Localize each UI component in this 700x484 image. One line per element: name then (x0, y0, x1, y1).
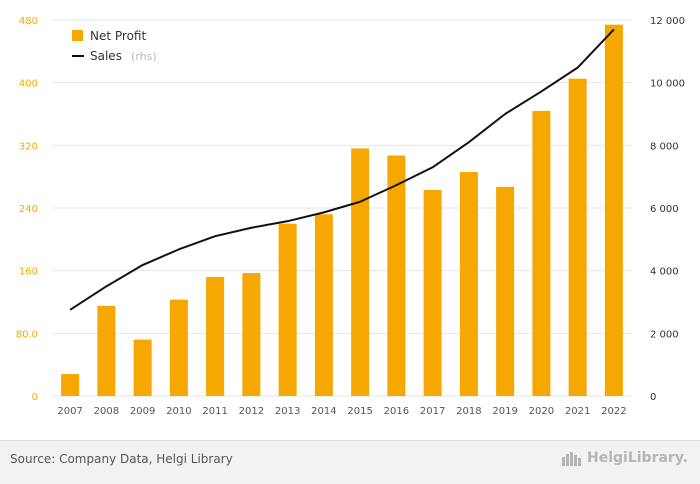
net-profit-bar (206, 276, 225, 396)
legend-swatch-net-profit (72, 30, 83, 41)
right-tick-label: 10 000 (650, 79, 685, 90)
legend-label-net-profit: Net Profit (90, 29, 146, 43)
x-tick-label: 2016 (384, 406, 409, 417)
net-profit-bar (387, 155, 406, 396)
left-tick-label: 0 (32, 392, 38, 403)
x-tick-label: 2021 (565, 406, 590, 417)
legend-label-sales: Sales (rhs) (90, 45, 157, 64)
x-tick-label: 2020 (529, 406, 554, 417)
gridlines (52, 19, 632, 397)
net-profit-bar (604, 24, 623, 396)
legend-sales-name: Sales (90, 49, 122, 63)
x-tick-label: 2010 (166, 406, 191, 417)
net-profit-bar (496, 186, 515, 396)
left-tick-label: 320 (19, 141, 38, 152)
net-profit-bar (133, 339, 152, 396)
net-profit-bar (532, 110, 551, 396)
x-tick-label: 2007 (57, 406, 82, 417)
net-profit-bar (351, 148, 370, 396)
left-tick-label: 160 (19, 267, 38, 278)
left-tick-label: 240 (19, 204, 38, 215)
right-tick-label: 0 (650, 392, 656, 403)
x-tick-label: 2015 (347, 406, 372, 417)
right-axis-ticks: 0 2 000 4 000 6 000 8 000 10 000 12 000 (650, 16, 685, 403)
x-tick-label: 2013 (275, 406, 300, 417)
library-icon (562, 452, 581, 466)
net-profit-bar (423, 189, 442, 396)
combo-chart: 0 80.0 160 240 320 400 480 0 2 000 4 000 6 000 8 0… (16, 16, 685, 417)
left-tick-label: 80.0 (16, 329, 38, 340)
right-tick-label: 8 000 (650, 141, 679, 152)
right-tick-label: 6 000 (650, 204, 679, 215)
x-tick-label: 2009 (130, 406, 155, 417)
x-tick-label: 2012 (239, 406, 264, 417)
net-profit-bar (242, 273, 261, 396)
right-tick-label: 12 000 (650, 16, 685, 27)
brand-logo: HelgiLibrary. (561, 449, 688, 467)
left-tick-label: 480 (19, 16, 38, 27)
x-tick-label: 2014 (311, 406, 336, 417)
x-tick-label: 2011 (202, 406, 227, 417)
x-tick-label: 2017 (420, 406, 445, 417)
net-profit-bar (314, 214, 333, 396)
x-tick-label: 2018 (456, 406, 481, 417)
left-axis-ticks: 0 80.0 160 240 320 400 480 (16, 16, 38, 403)
net-profit-bar (278, 223, 297, 396)
legend: Net Profit Sales (rhs) (72, 29, 157, 64)
x-tick-label: 2019 (492, 406, 517, 417)
right-tick-label: 2 000 (650, 329, 679, 340)
right-tick-label: 4 000 (650, 267, 679, 278)
net-profit-bar (169, 299, 188, 396)
net-profit-bar (568, 78, 587, 396)
x-tick-label: 2022 (601, 406, 626, 417)
brand-name: HelgiLibrary. (587, 450, 688, 466)
sales-line (69, 28, 615, 311)
net-profit-bars (61, 24, 623, 396)
legend-sales-note: (rhs) (131, 50, 157, 63)
sales-line-group (69, 28, 615, 311)
source-note: Source: Company Data, Helgi Library (10, 452, 233, 466)
net-profit-bar (97, 305, 116, 396)
net-profit-bar (459, 171, 478, 396)
net-profit-bar (61, 374, 80, 396)
left-tick-label: 400 (19, 79, 38, 90)
x-tick-label: 2008 (94, 406, 119, 417)
x-axis-ticks: 2007 2008 2009 2010 2011 2012 2013 2014 2015 2016… (57, 406, 626, 417)
footer: Source: Company Data, Helgi Library Helg… (0, 440, 700, 484)
